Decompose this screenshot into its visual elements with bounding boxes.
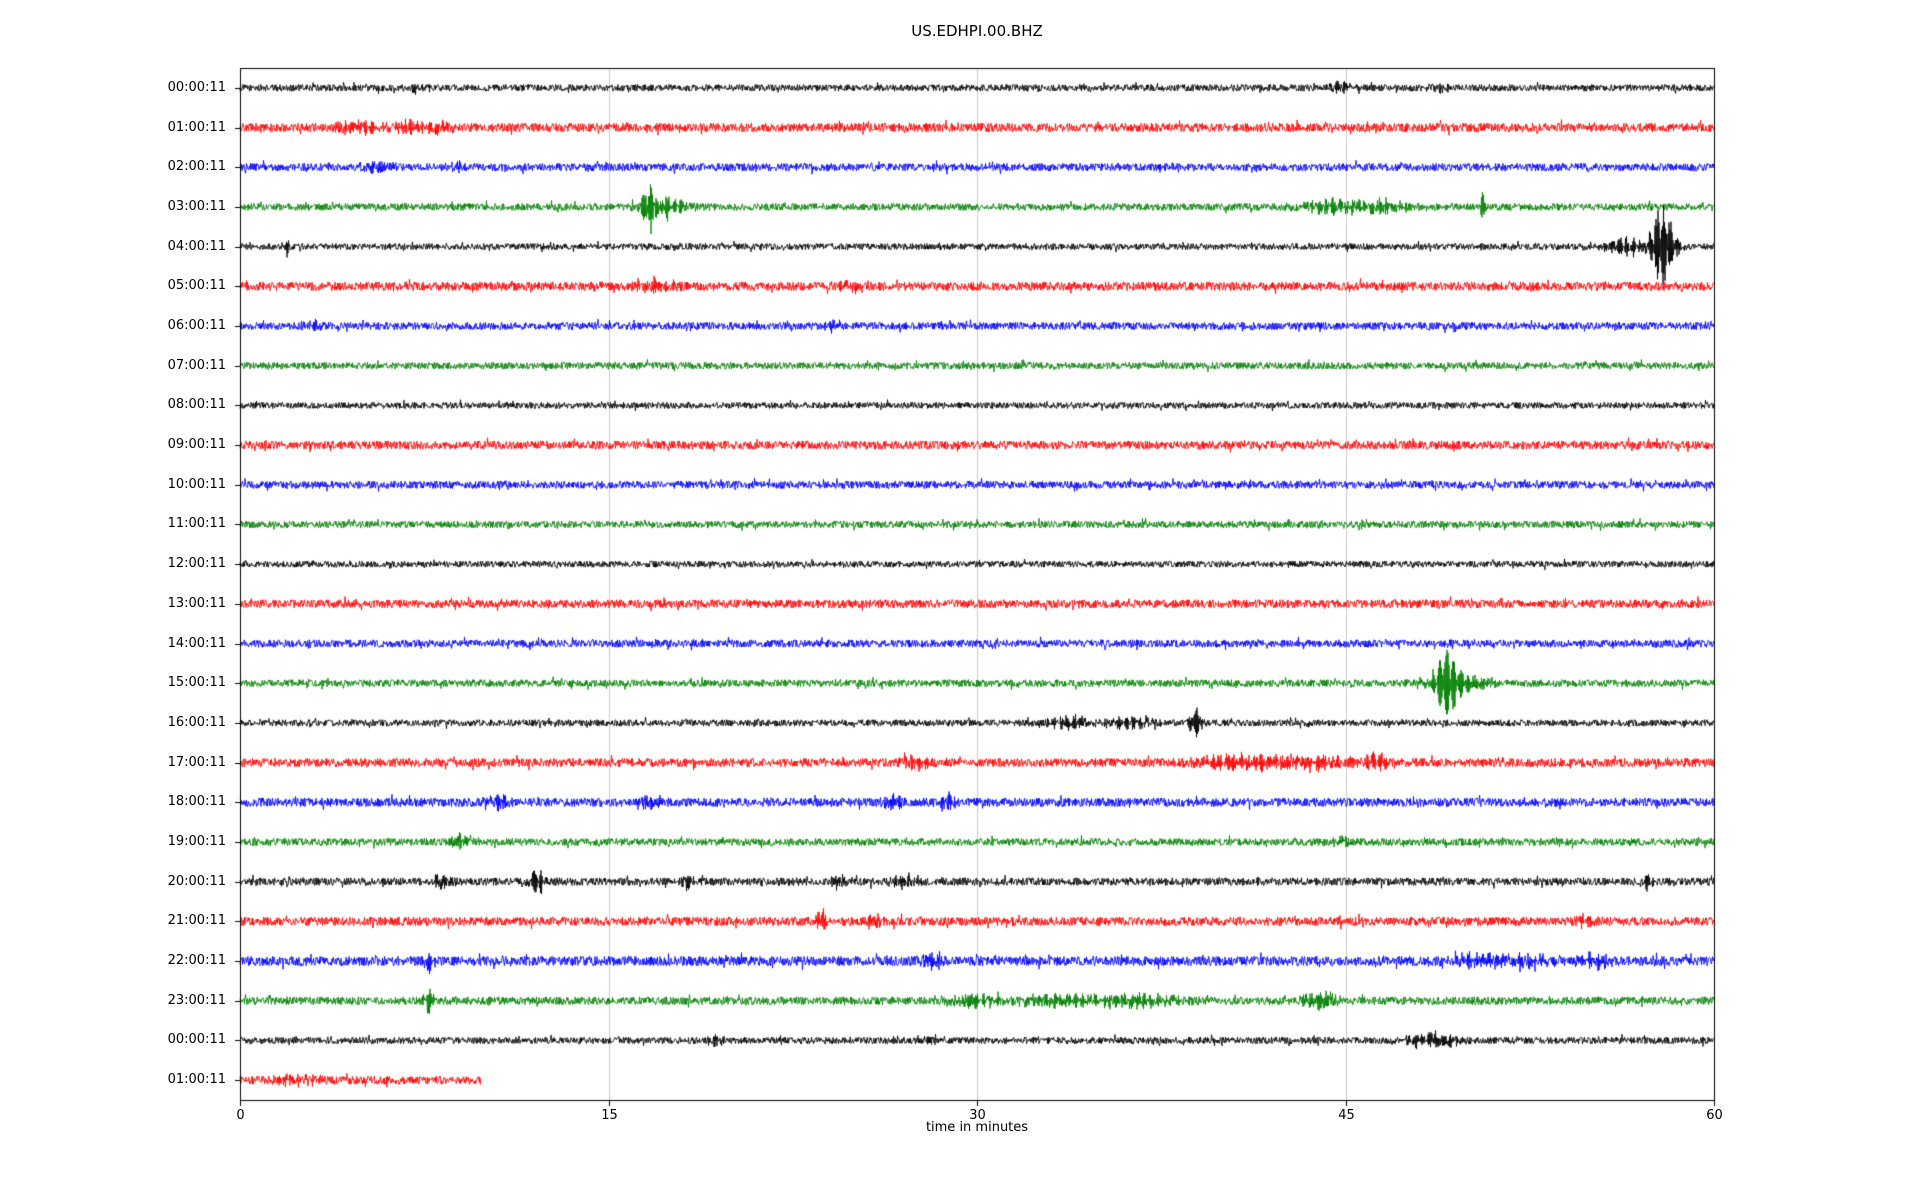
trace-time-label: 03:00:11 xyxy=(167,198,226,214)
trace-time-label: 08:00:11 xyxy=(167,397,226,413)
trace-time-label: 18:00:11 xyxy=(167,794,226,810)
trace-time-label: 07:00:11 xyxy=(167,357,226,373)
x-axis-label: time in minutes xyxy=(925,1120,1029,1135)
trace-time-label: 12:00:11 xyxy=(167,556,226,572)
trace-time-label: 16:00:11 xyxy=(167,714,226,730)
trace-time-label: 21:00:11 xyxy=(167,913,226,929)
trace-time-label: 06:00:11 xyxy=(167,318,226,333)
trace-time-label: 23:00:11 xyxy=(167,992,226,1008)
trace-time-label: 01:00:11 xyxy=(167,119,226,135)
trace-time-label: 02:00:11 xyxy=(167,159,226,175)
trace-time-label: 05:00:11 xyxy=(167,278,226,294)
trace-time-label: 20:00:11 xyxy=(167,873,226,889)
x-tick-label: 0 xyxy=(236,1108,245,1123)
x-tick-label: 15 xyxy=(601,1108,618,1123)
trace-time-label: 11:00:11 xyxy=(167,516,226,532)
trace-time-label: 01:00:11 xyxy=(167,1072,226,1088)
trace-time-label: 00:00:11 xyxy=(167,1032,226,1048)
trace-time-label: 19:00:11 xyxy=(167,834,226,849)
x-tick-label: 60 xyxy=(1706,1108,1723,1123)
trace-time-label: 22:00:11 xyxy=(167,953,226,969)
trace-time-label: 00:00:11 xyxy=(167,79,226,95)
x-tick-label: 45 xyxy=(1338,1108,1355,1123)
trace-time-label: 14:00:11 xyxy=(167,635,226,651)
trace-time-label: 09:00:11 xyxy=(167,437,226,453)
trace-time-label: 10:00:11 xyxy=(167,476,226,492)
trace-time-label: 04:00:11 xyxy=(167,238,226,254)
trace-time-label: 17:00:11 xyxy=(167,754,226,770)
trace-time-label: 13:00:11 xyxy=(167,595,226,611)
chart-title: US.EDHPI.00.BHZ xyxy=(911,22,1043,40)
trace-time-label: 15:00:11 xyxy=(167,675,226,691)
x-tick-label: 30 xyxy=(969,1108,986,1123)
